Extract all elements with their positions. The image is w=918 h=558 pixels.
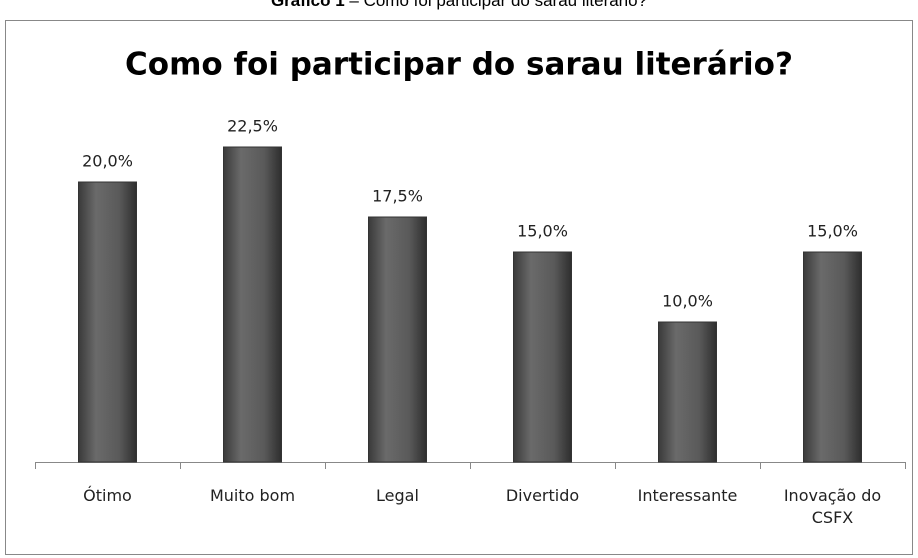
caption: Gráfico 1 – Como foi participar do sarau… (0, 0, 918, 11)
x-tick-label: Interessante (637, 486, 738, 505)
x-tick-label: Divertido (505, 486, 580, 505)
bar (803, 251, 862, 463)
data-label: 15,0% (807, 222, 858, 241)
chart-frame (5, 20, 913, 555)
bar (78, 181, 137, 463)
bar (368, 216, 427, 463)
x-tick-label: Ótimo (83, 486, 132, 505)
data-label: 20,0% (82, 152, 133, 171)
bar (513, 251, 572, 463)
caption-label: Gráfico 1 (270, 0, 345, 10)
data-label: 22,5% (227, 117, 278, 136)
data-label: 17,5% (372, 187, 423, 206)
x-tick-label: Inovação do CSFX (783, 486, 882, 527)
data-label: 15,0% (517, 222, 568, 241)
caption-text: – Como foi participar do sarau literário… (349, 0, 648, 10)
chart-title: Como foi participar do sarau literário? (125, 47, 793, 83)
x-tick-label: Muito bom (209, 486, 296, 505)
x-tick-label: Legal (376, 486, 419, 505)
bar (658, 321, 717, 463)
data-label: 10,0% (662, 292, 713, 311)
bar (223, 146, 282, 463)
